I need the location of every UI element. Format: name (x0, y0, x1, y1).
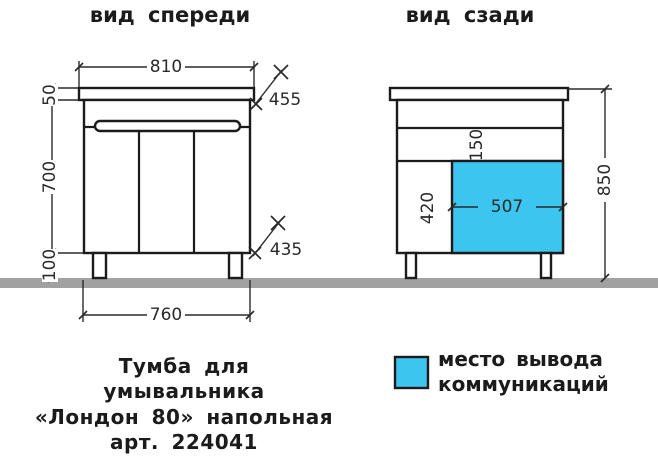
dim-810-ticks (74, 62, 259, 72)
legend-label-line1: место вывода (438, 347, 603, 371)
front-door-dividers (137, 131, 196, 253)
dim-810-mask (147, 59, 185, 75)
dim-507-ticks (447, 202, 568, 212)
front-left-leg (91, 251, 108, 280)
dim-455-x-marks (249, 64, 289, 111)
back-view-title: вид сзади (406, 3, 535, 27)
dim-total-height: 850 (595, 164, 615, 196)
product-caption: Тумба для умывальника «Лондон 80» наполь… (35, 354, 333, 454)
dim-cutout-width: 507 (491, 197, 523, 217)
front-right-leg (227, 251, 244, 280)
dim-countertop-thickness: 50 (40, 84, 60, 106)
dim-leg-height: 100 (40, 249, 60, 281)
caption-line1: Тумба для (119, 354, 250, 378)
front-view: вид спереди 810 50 700 100 760 455 (40, 3, 302, 325)
dim-cutout-height: 420 (418, 192, 438, 224)
caption-line2: умывальника (103, 379, 264, 403)
dim-700-mask (42, 160, 58, 194)
back-view: вид сзади 150 420 507 850 (388, 3, 615, 283)
dim-850-mask (597, 158, 613, 202)
dim-760-mask (147, 307, 185, 323)
front-view-title: вид спереди (90, 3, 250, 27)
dim-countertop-depth: 455 (269, 90, 301, 110)
dim-body-depth: 435 (270, 240, 302, 260)
caption-line4: арт. 224041 (110, 430, 258, 454)
dim-760-ticks (78, 310, 255, 320)
dim-left-lines (44, 87, 83, 278)
dim-850-ticks (600, 84, 610, 283)
dim-bottom-width: 760 (150, 305, 182, 325)
legend-swatch (393, 355, 430, 390)
dim-top-width: 810 (150, 57, 182, 77)
dim-50-mask (42, 84, 58, 106)
front-countertop (77, 86, 256, 102)
front-handle (93, 119, 242, 133)
legend-label-line2: коммуникаций (438, 372, 609, 396)
dim-body-height: 700 (40, 161, 60, 193)
caption-line3: «Лондон 80» напольная (35, 405, 333, 429)
dim-435-x-marks (248, 215, 286, 260)
floor-bar (0, 278, 658, 288)
legend: место вывода коммуникаций (393, 347, 609, 396)
dim-top-section-height: 150 (467, 129, 487, 161)
back-right-leg (539, 251, 553, 280)
dim-100-mask (42, 249, 58, 282)
back-countertop (388, 86, 570, 102)
back-left-leg (404, 251, 418, 280)
